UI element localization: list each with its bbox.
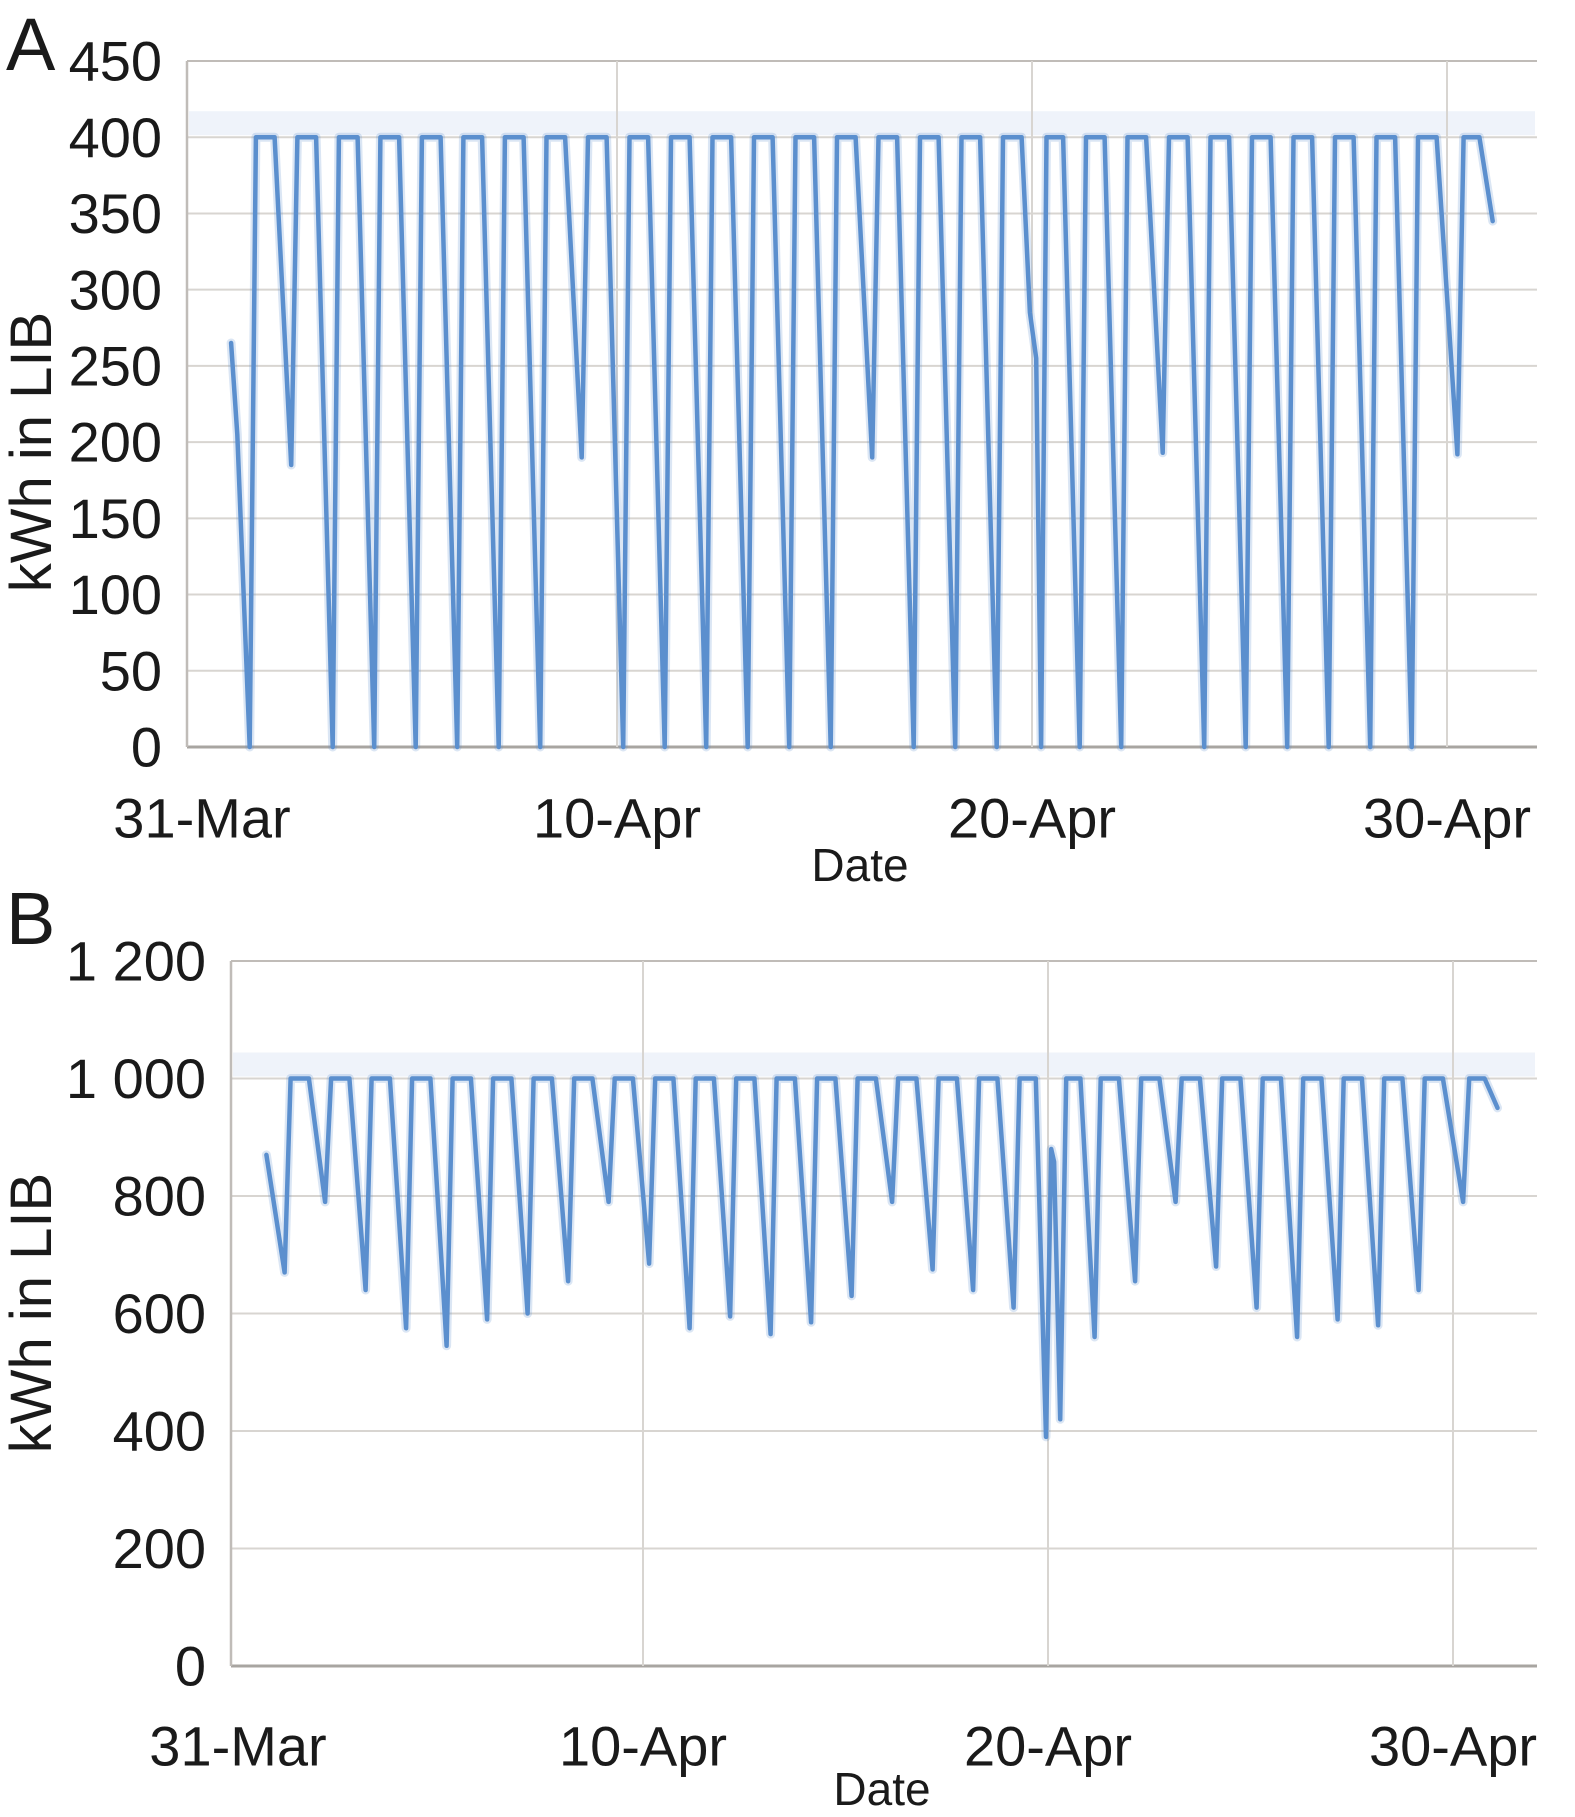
series-line: [264, 1076, 1500, 1440]
panel-b-x-axis-title: Date: [833, 1763, 931, 1815]
y-tick-label: 0: [175, 1635, 206, 1698]
x-tick-label: 10-Apr: [559, 1715, 727, 1778]
x-tick-label: 30-Apr: [1363, 787, 1531, 850]
panel-a-y-axis-title: kWh in LIB: [0, 311, 64, 593]
panel-a-x-axis-title: Date: [811, 839, 909, 891]
y-tick-label: 450: [69, 30, 162, 93]
chart-B: 0 200 400 600 800 1 000 1 200 31-Mar 10-Apr 20-Ap…: [66, 930, 1537, 1778]
x-tick-label: 30-Apr: [1369, 1715, 1537, 1778]
panel-b-label: B: [6, 877, 56, 960]
y-tick-label: 400: [69, 106, 162, 169]
y-tick-label: 100: [69, 563, 162, 626]
y-tick-label: 300: [69, 258, 162, 321]
y-tick-label: 200: [69, 411, 162, 474]
panel-b-y-axis-title: kWh in LIB: [0, 1172, 64, 1454]
y-tick-label: 350: [69, 182, 162, 245]
chart-A: 0 50 100 150 200 250 300 350 400 450 31-Mar 10-Apr 2…: [69, 30, 1537, 850]
series-line: [228, 134, 1495, 750]
haze-band: [189, 111, 1535, 136]
y-tick-label: 1 200: [66, 930, 206, 993]
y-tick-label: 200: [113, 1517, 206, 1580]
y-tick-label: 50: [100, 639, 162, 702]
x-tick-label: 20-Apr: [948, 787, 1116, 850]
x-tick-label: 20-Apr: [964, 1715, 1132, 1778]
y-tick-label: 0: [131, 716, 162, 779]
haze-band: [233, 1052, 1535, 1077]
x-tick-label: 31-Mar: [113, 787, 290, 850]
y-tick-label: 800: [113, 1165, 206, 1228]
x-tick-label: 31-Mar: [149, 1715, 326, 1778]
y-tick-label: 250: [69, 334, 162, 397]
x-tick-label: 10-Apr: [533, 787, 701, 850]
y-tick-label: 600: [113, 1282, 206, 1345]
y-tick-label: 400: [113, 1400, 206, 1463]
y-tick-label: 150: [69, 487, 162, 550]
y-tick-label: 1 000: [66, 1047, 206, 1110]
panel-a-label: A: [6, 3, 56, 86]
